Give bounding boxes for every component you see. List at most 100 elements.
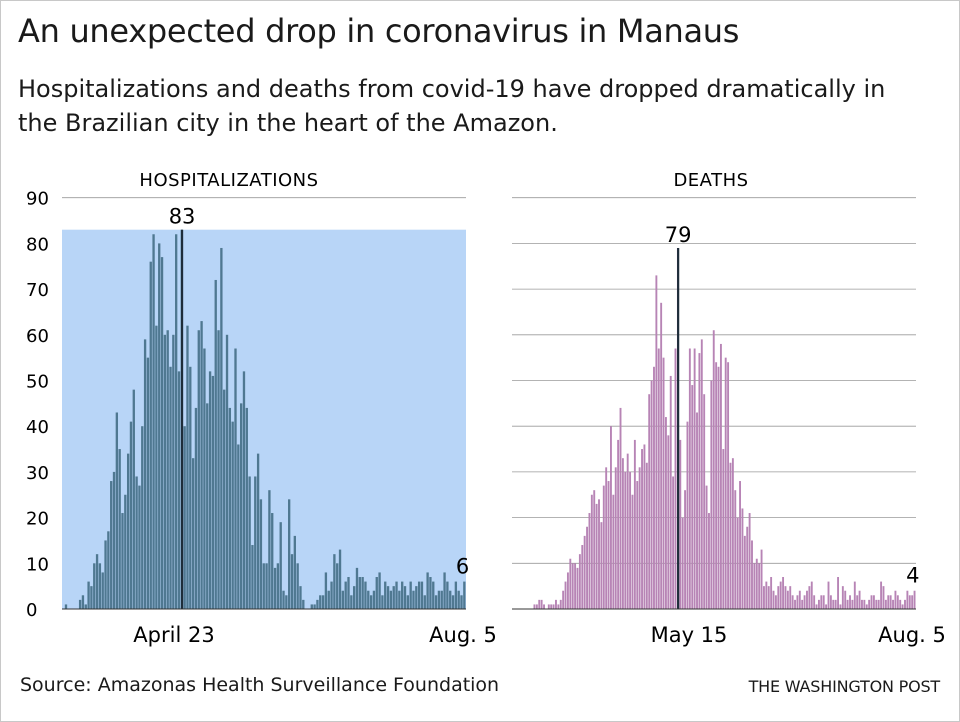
hospitalizations-bar <box>288 499 291 609</box>
deaths-bar <box>612 494 615 609</box>
deaths-bar <box>875 599 878 609</box>
deaths-bar <box>588 513 591 609</box>
deaths-bar <box>550 604 553 609</box>
hospitalizations-bar <box>352 586 356 609</box>
deaths-bar <box>581 545 584 609</box>
hospitalizations-bar <box>64 604 68 609</box>
hospitalizations-bar <box>350 595 353 609</box>
hospitalizations-bar <box>214 279 217 609</box>
deaths-bar <box>794 599 796 609</box>
deaths-bar <box>772 590 775 609</box>
hospitalizations-bar <box>403 586 407 609</box>
hospitalizations-bar <box>121 513 124 609</box>
hospitalizations-x-tick-start: April 23 <box>133 623 214 647</box>
y-tick-label-70: 70 <box>26 280 49 301</box>
hospitalizations-bar <box>84 604 87 609</box>
hospitalizations-bar <box>248 476 251 609</box>
hospitalizations-bar <box>189 366 192 609</box>
hospitalizations-bar <box>268 490 271 609</box>
deaths-bar <box>820 595 823 609</box>
deaths-bar <box>610 426 612 609</box>
deaths-bar <box>629 471 632 609</box>
deaths-bar <box>782 577 785 609</box>
deaths-bar <box>884 599 887 609</box>
deaths-bar <box>693 348 696 609</box>
hospitalizations-bar <box>423 595 426 609</box>
hospitalizations-bar <box>177 371 181 609</box>
hospitalizations-bar <box>276 563 280 609</box>
deaths-bar <box>896 595 899 609</box>
deaths-bar <box>801 599 804 609</box>
deaths-bar <box>774 595 777 609</box>
hospitalizations-bar <box>361 577 364 609</box>
hospitalizations-bar <box>347 577 350 609</box>
y-tick-label-60: 60 <box>26 326 49 347</box>
deaths-bar <box>911 595 914 609</box>
deaths-bar <box>715 362 718 609</box>
hospitalizations-bar <box>254 476 257 609</box>
deaths-bar <box>633 439 636 609</box>
hospitalizations-bar <box>409 581 412 609</box>
deaths-bar <box>559 599 562 609</box>
hospitalizations-bar <box>110 481 113 609</box>
deaths-bar <box>552 604 555 609</box>
deaths-bar <box>626 453 629 609</box>
y-tick-label-0: 0 <box>26 600 37 621</box>
deaths-bar <box>777 586 780 609</box>
hospitalizations-bar <box>132 389 135 609</box>
hospitalizations-bar <box>434 595 438 609</box>
hospitalizations-bar <box>208 371 212 609</box>
y-tick-label-90: 90 <box>26 189 49 210</box>
deaths-bar <box>595 503 598 609</box>
hospitalizations-bar <box>107 531 110 609</box>
deaths-bar <box>698 353 701 609</box>
hospitalizations-bar <box>203 348 206 609</box>
y-tick-label-10: 10 <box>26 554 49 575</box>
hospitalizations-bar <box>141 426 144 609</box>
deaths-bar <box>600 522 603 609</box>
deaths-bar <box>555 599 557 609</box>
hospitalizations-bar <box>384 581 387 609</box>
hospitalizations-bar <box>386 586 390 609</box>
deaths-bar <box>829 595 832 609</box>
deaths-bar <box>624 471 627 609</box>
deaths-bar <box>844 590 847 609</box>
hospitalizations-bar <box>163 334 167 609</box>
deaths-bar <box>901 604 904 609</box>
hospitalizations-bar <box>234 348 237 609</box>
hospitalizations-bar <box>242 371 246 609</box>
deaths-bar <box>662 357 665 609</box>
hospitalizations-bar <box>223 389 226 609</box>
y-tick-label-30: 30 <box>26 463 49 484</box>
hospitalizations-bar <box>191 458 195 609</box>
y-tick-label-50: 50 <box>26 372 49 393</box>
deaths-bar <box>834 599 837 609</box>
deaths-bar <box>760 549 763 609</box>
deaths-bar <box>906 590 909 609</box>
deaths-bar <box>607 481 610 609</box>
deaths-bar <box>748 513 751 609</box>
publisher-credit: THE WASHINGTON POST <box>748 677 941 696</box>
hospitalizations-bar <box>160 257 164 609</box>
deaths-bar <box>708 513 710 609</box>
hospitalizations-bar <box>87 581 90 609</box>
hospitalizations-bar <box>313 604 316 609</box>
hospitalizations-bar <box>290 554 294 609</box>
hospitalizations-bar <box>158 243 161 609</box>
hospitalizations-bar <box>406 595 409 609</box>
deaths-bar <box>533 604 536 609</box>
deaths-bar <box>913 590 916 609</box>
hospitalizations-bar <box>282 590 285 609</box>
hospitalizations-bar <box>172 334 175 609</box>
deaths-bar <box>535 604 538 609</box>
deaths-bar <box>765 581 768 609</box>
hospitalizations-bar <box>152 234 155 609</box>
hospitalizations-bar <box>463 581 466 609</box>
hospitalizations-bar <box>446 581 449 609</box>
hospitalizations-bar <box>206 403 209 609</box>
hospitalizations-bar <box>90 586 93 609</box>
hospitalizations-bar <box>197 330 200 609</box>
deaths-bar <box>779 581 782 609</box>
deaths-bar <box>880 581 883 609</box>
